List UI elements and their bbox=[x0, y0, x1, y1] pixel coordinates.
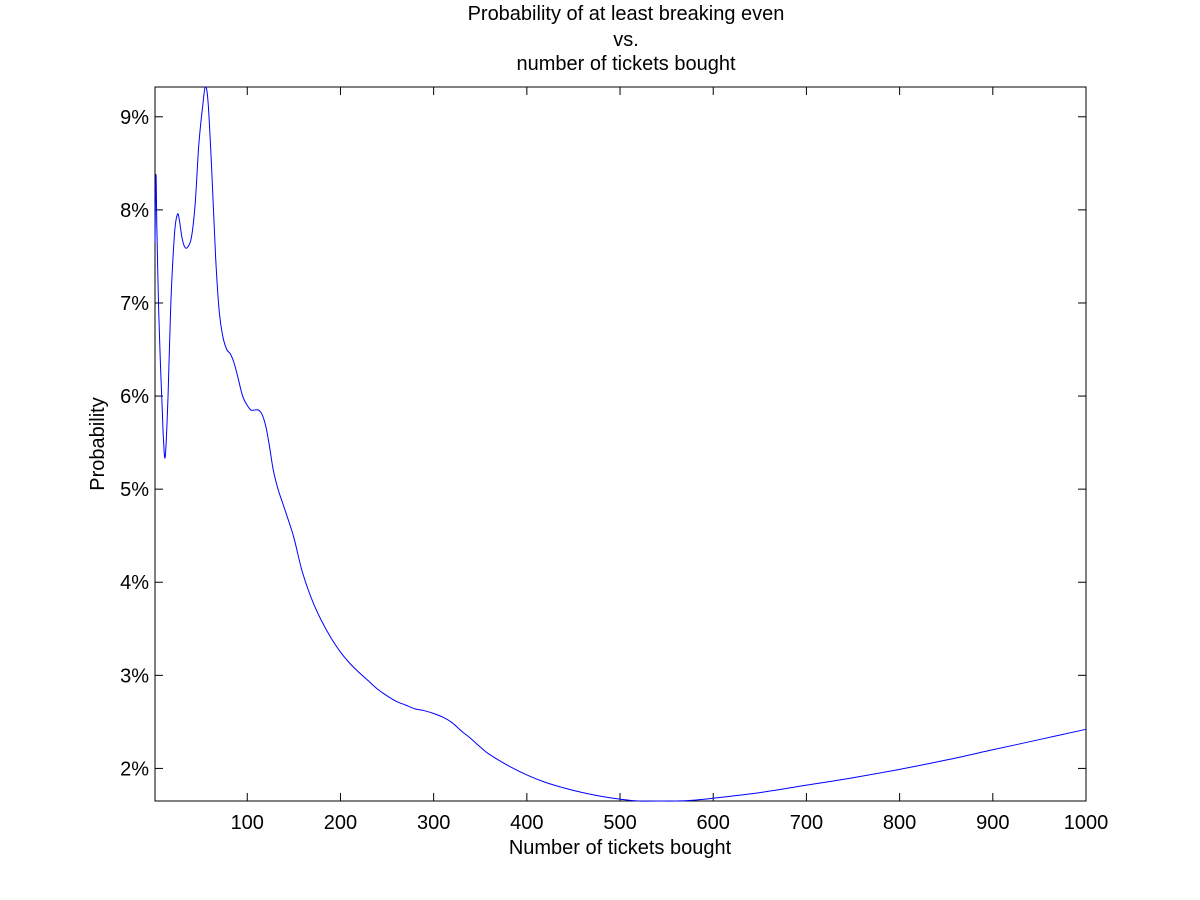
x-tick-label: 800 bbox=[883, 812, 916, 834]
y-tick-label: 7% bbox=[120, 293, 149, 315]
series-layer bbox=[154, 86, 1087, 802]
y-tick-label: 9% bbox=[120, 107, 149, 129]
x-tick-label: 100 bbox=[231, 812, 264, 834]
x-tick-label: 500 bbox=[603, 812, 636, 834]
y-tick-label: 6% bbox=[120, 386, 149, 408]
x-tick-label: 300 bbox=[417, 812, 450, 834]
title-line-2: vs. bbox=[613, 29, 639, 51]
chart-title: Probability of at least breaking even vs… bbox=[468, 3, 785, 75]
y-tick-label: 3% bbox=[120, 665, 149, 687]
title-line-1: Probability of at least breaking even bbox=[468, 3, 785, 25]
y-tick-label: 5% bbox=[120, 479, 149, 501]
x-tick-label: 700 bbox=[790, 812, 823, 834]
title-line-3: number of tickets bought bbox=[516, 53, 735, 75]
plot-area: 100 200 300 400 500 600 700 800 900 1000 2% 3% 4% 5%… bbox=[120, 86, 1109, 834]
x-tick-label: 200 bbox=[324, 812, 357, 834]
x-tick-label: 400 bbox=[510, 812, 543, 834]
x-tick-label: 900 bbox=[976, 812, 1009, 834]
y-tick-label: 8% bbox=[120, 200, 149, 222]
y-axis-ticks: 2% 3% 4% 5% 6% 7% 8% 9% bbox=[120, 107, 1086, 780]
x-axis-ticks: 100 200 300 400 500 600 700 800 900 1000 bbox=[231, 87, 1109, 834]
x-tick-label: 600 bbox=[697, 812, 730, 834]
x-axis-label: Number of tickets bought bbox=[509, 837, 732, 859]
x-tick-label: 1000 bbox=[1064, 812, 1109, 834]
y-axis-label: Probability bbox=[87, 397, 109, 490]
y-tick-label: 4% bbox=[120, 572, 149, 594]
probability-series-line bbox=[154, 86, 1087, 802]
y-tick-label: 2% bbox=[120, 758, 149, 780]
